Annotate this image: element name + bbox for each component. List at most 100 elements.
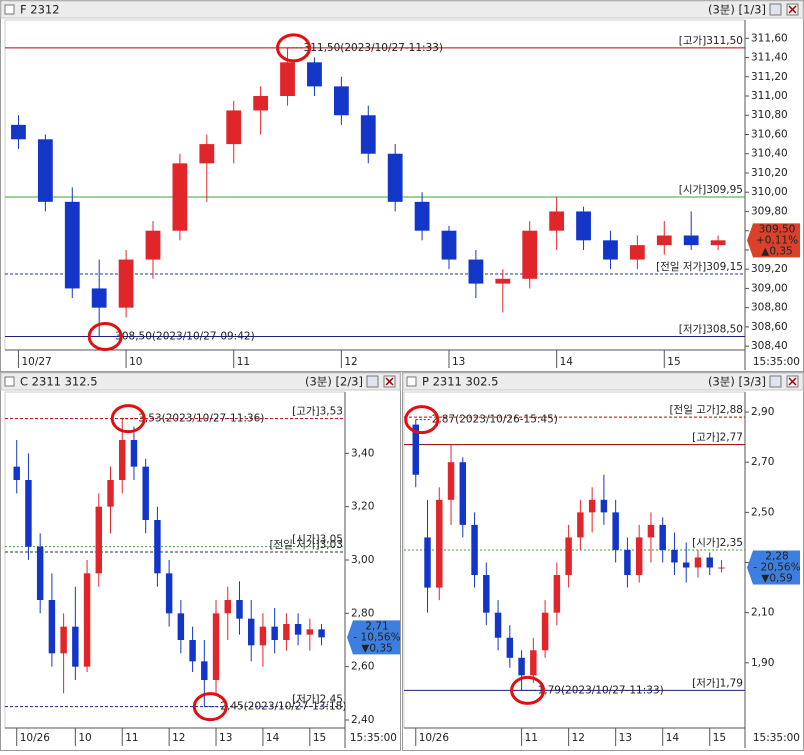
y-tick-label: 1,90 [751,657,774,669]
candle-body [154,520,161,574]
candle-body [576,211,591,241]
candle-body [447,462,455,500]
panel-checkbox[interactable] [4,4,15,15]
price-change-pct: - 10,56% [353,631,400,643]
candle-body [25,480,32,547]
candle-body [387,153,403,202]
y-tick-label: 2,90 [751,406,774,418]
reference-label: [시가]2,35 [692,537,743,549]
panel-checkbox[interactable] [406,376,417,387]
candle-body [247,618,255,646]
y-tick-label: 3,40 [351,447,374,459]
y-tick-label: 2,10 [751,607,774,619]
candle-body [145,230,161,260]
x-tick-label: 10 [78,732,91,744]
candle-body [603,240,618,260]
candle-body [600,499,608,513]
x-tick-label: 13 [219,732,232,744]
x-tick-label: 11 [525,732,538,744]
price-last: 2,28 [765,551,788,563]
panel-period: (3분) [2/3] [305,375,363,389]
panel-title: F 2312 [20,3,60,17]
candle-body [624,549,631,576]
reference-label: [시가]309,95 [679,184,743,196]
reference-label: [저가]308,50 [679,324,743,336]
x-tick-label: 15 [313,732,326,744]
candle-body [553,575,561,613]
y-tick-label: 311,20 [751,71,788,83]
annotation-label: 1,79(2023/10/27-11:33) [538,684,664,696]
reference-label: [전일 저가]3,03 [269,538,343,551]
candle-body [683,235,699,246]
x-tick-label: 10/26 [20,732,51,744]
y-tick-label: 311,60 [751,32,788,44]
candle-body [199,144,215,164]
candle-body [253,96,269,111]
end-time: 15:35:00 [753,732,800,744]
y-tick-label: 308,80 [751,302,788,314]
y-tick-label: 3,00 [351,554,374,566]
maximize-button[interactable] [769,3,782,16]
candle-body [318,629,325,638]
candle-body [565,537,572,576]
price-box [747,223,800,258]
candle-body [530,650,537,676]
candle-body [307,62,322,87]
candle-body [682,562,690,568]
candle-body [647,524,655,538]
x-tick-label: 11 [125,732,138,744]
candle-body [130,440,138,467]
candle-body [656,235,672,246]
candle-body [522,230,538,279]
reference-label: [고가]311,50 [679,35,743,47]
highlight-circle [110,404,146,434]
price-box [347,620,400,655]
y-tick-label: 309,00 [751,282,788,294]
candle-body [360,115,376,154]
candle-body [659,524,666,550]
candle-body [577,512,584,538]
close-icon [788,5,797,14]
candle-body [294,624,302,635]
candle-body [706,557,713,568]
candle-body [306,629,314,635]
candle-body [48,600,56,654]
candle-body [588,499,596,513]
maximize-button[interactable] [769,375,782,388]
candle-body [165,573,173,614]
candle-body [271,626,278,640]
candle-body [694,557,702,568]
candle-body [107,480,114,507]
candle-body [671,549,678,563]
candle-body [412,424,419,475]
panel-checkbox[interactable] [4,376,15,387]
candle-body [333,86,349,116]
annotation-label: 3,53(2023/10/27-11:36) [138,413,264,425]
annotation-label: 2,45(2023/10/27-13:18) [220,701,346,713]
price-box [747,550,800,585]
x-tick-label: 14 [266,732,280,744]
y-tick-label: 308,40 [751,340,788,352]
x-tick-label: 15 [713,732,726,744]
reference-label: [전일 고가]2,88 [669,403,743,416]
candle-body [64,201,80,289]
candle-body [189,640,196,662]
candle-body [441,230,457,260]
y-tick-label: 310,20 [751,167,788,179]
x-tick-label: 12 [572,732,585,744]
close-icon [788,377,797,386]
x-tick-label: 14 [560,356,574,368]
candle-body [172,163,188,231]
candle-body [718,567,725,569]
candle-body [72,626,79,667]
reference-label: [전일 저가]309,15 [656,260,743,273]
candle-body [506,637,514,658]
maximize-button[interactable] [366,375,379,388]
candle-body [424,537,431,588]
candle-body [612,512,619,550]
panel-title: C 2311 312.5 [20,375,98,389]
close-icon [385,377,394,386]
candle-body [459,462,467,525]
x-tick-label: 11 [237,356,250,368]
